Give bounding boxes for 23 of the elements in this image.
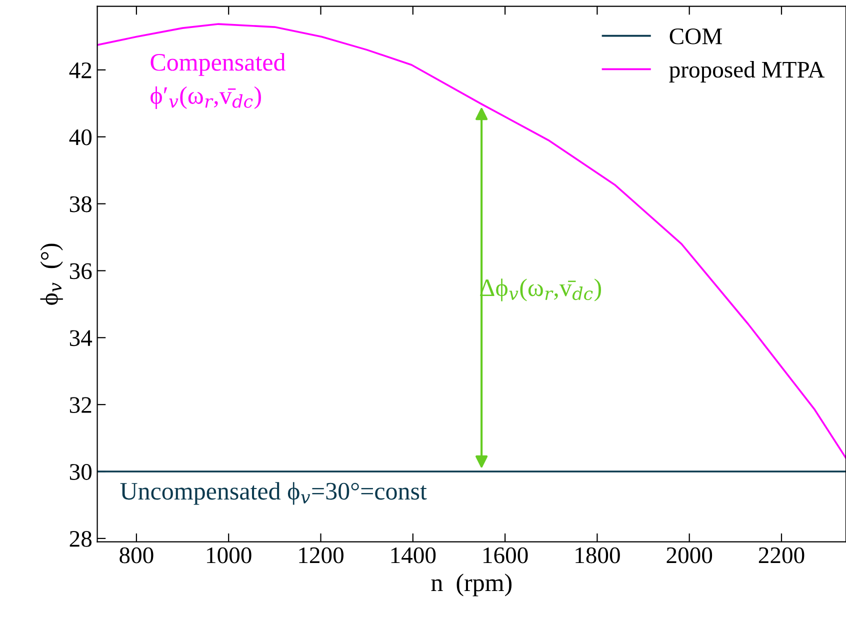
y-tick-label: 32 [70,397,92,414]
x-tick-label: 2000 [666,547,712,564]
x-tick-label: 1400 [391,547,436,564]
annotation: Uncompensated ϕ$_{v}$=30°=const [120,482,427,505]
x-tick-label: 1600 [484,547,528,564]
y-tick-label: 28 [70,530,92,547]
annotation: Compensated ϕ′$_{v}$(ω$_{r}$,v̄$_{dc}$) [150,53,286,110]
legend-label: COM [670,28,722,44]
y-tick-label: 36 [70,263,92,280]
x-tick-label: 1200 [299,547,344,564]
x-tick-label: 800 [120,547,154,564]
x-tick-label: 1000 [207,547,252,564]
x-axis-title: n (rpm) [431,574,512,596]
x-tick-label: 1800 [576,547,620,564]
y-tick-label: 40 [69,129,92,146]
y-tick-label: 38 [70,196,92,212]
y-tick-label: 34 [70,330,92,346]
y-tick-label: 42 [69,62,92,78]
line-series [97,23,846,460]
legend-label: proposed MTPA [669,61,825,82]
y-tick-label: 30 [70,464,92,480]
x-tick-label: 2200 [758,547,804,564]
y-axis-title: ϕ$_{v}$ (°) [40,244,63,305]
